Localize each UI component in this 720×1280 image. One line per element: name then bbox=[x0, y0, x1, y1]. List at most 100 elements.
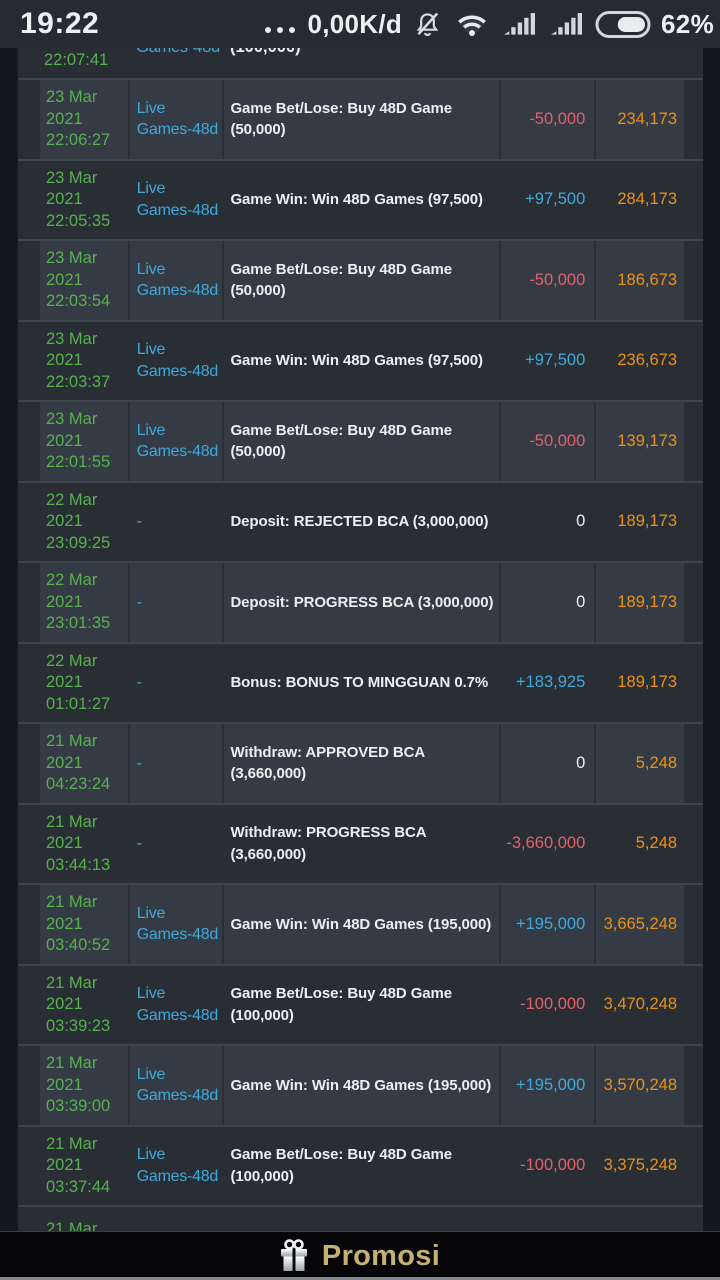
cell-balance: 5,248 bbox=[594, 724, 684, 803]
cell-description: Withdraw: PROGRESS BCA (3,660,000) bbox=[230, 824, 427, 863]
cell-description: Game Win: Win 48D Games (97,500) bbox=[230, 352, 483, 369]
cell-category: Live Games-48d bbox=[127, 241, 223, 320]
cell-amount: 0 bbox=[498, 563, 595, 642]
cell-balance: 236,673 bbox=[617, 351, 678, 369]
clock: 19:22 bbox=[20, 7, 100, 40]
cell-category: - bbox=[136, 835, 142, 852]
status-bar-right: 0,00K/d bbox=[265, 9, 714, 40]
cell-datetime: 23 Mar 2021 22:03:54 bbox=[46, 249, 111, 310]
table-row: 21 Mar 2021 03:39:23 Live Games-48d Game B… bbox=[18, 963, 703, 1045]
table-row: 23 Mar 2021 22:06:27 Live Games-48d Game B… bbox=[18, 78, 703, 159]
cell-amount: +97,500 bbox=[525, 190, 586, 208]
status-bar: 19:22 0,00K/d bbox=[0, 0, 720, 48]
cell-balance: 234,173 bbox=[594, 80, 684, 159]
table-row: 21 Mar 2021 03:39:00 Live Games-48d Game W… bbox=[18, 1044, 703, 1125]
cell-category: Live Games-48d bbox=[136, 341, 219, 380]
cell-amount: -50,000 bbox=[498, 80, 595, 159]
cell-amount: -100,000 bbox=[520, 995, 586, 1013]
table-row: 21 Mar 2021 04:23:24 - Withdraw: APPROVED … bbox=[18, 722, 703, 803]
cell-description: Game Win: Win 48D Games (195,000) bbox=[222, 1046, 498, 1125]
cell-balance: 186,673 bbox=[594, 241, 684, 320]
cell-category: Live Games-48d bbox=[127, 80, 223, 159]
cell-category: - bbox=[127, 563, 223, 642]
cell-category: Live Games-48d bbox=[127, 1046, 223, 1125]
table-rows: 23 Mar 2021 22:06:27 Live Games-48d Game B… bbox=[18, 78, 703, 1205]
cell-amount: -100,000 bbox=[520, 1156, 586, 1174]
battery-percent: 62% bbox=[661, 8, 714, 39]
signal-icon bbox=[551, 12, 583, 35]
cell-datetime: 23 Mar 2021 22:05:35 bbox=[46, 168, 111, 230]
cell-amount: 0 bbox=[498, 724, 595, 803]
cell-datetime: 22 Mar 2021 23:09:25 bbox=[46, 490, 111, 552]
cell-description: Game Bet/Lose: Buy 48D Game (100,000) bbox=[230, 985, 452, 1024]
table-row: 22 Mar 2021 23:09:25 - Deposit: REJECTED B… bbox=[18, 480, 703, 562]
battery-icon bbox=[595, 10, 651, 38]
cell-datetime: 21 Mar 2021 03:39:00 bbox=[46, 1054, 111, 1115]
cell-date-fragment: 21 Mar bbox=[46, 1220, 98, 1231]
table-row: 23 Mar 2021 22:01:55 Live Games-48d Game B… bbox=[18, 400, 703, 481]
cell-balance: 189,173 bbox=[617, 673, 678, 691]
cell-category: Live Games-48d bbox=[136, 1146, 219, 1185]
cell-balance: 5,248 bbox=[635, 834, 678, 852]
cell-amount: -50,000 bbox=[498, 241, 595, 320]
cell-datetime: 21 Mar 2021 03:39:23 bbox=[46, 973, 111, 1035]
notifications-muted-icon bbox=[416, 12, 439, 36]
table-row: 23 Mar 2021 22:03:54 Live Games-48d Game B… bbox=[18, 239, 703, 320]
cell-balance: 284,173 bbox=[617, 190, 678, 208]
cell-description-fragment: (100,000) bbox=[230, 48, 301, 59]
cell-description: Game Win: Win 48D Games (195,000) bbox=[222, 885, 498, 964]
cell-datetime: 21 Mar 2021 03:37:44 bbox=[46, 1134, 111, 1196]
cell-description: Game Bet/Lose: Buy 48D Game (50,000) bbox=[222, 241, 498, 320]
cell-description: Deposit: REJECTED BCA (3,000,000) bbox=[230, 513, 489, 530]
signal-icon bbox=[504, 12, 536, 35]
cell-balance: 189,173 bbox=[617, 512, 678, 530]
cell-balance: 3,470,248 bbox=[603, 995, 678, 1013]
cell-amount: +195,000 bbox=[498, 885, 595, 964]
cell-category: Live Games-48d bbox=[136, 180, 219, 219]
cell-description: Deposit: PROGRESS BCA (3,000,000) bbox=[222, 563, 498, 642]
cell-balance: 139,173 bbox=[594, 402, 684, 481]
cell-category: Live Games-48d bbox=[136, 985, 219, 1024]
cell-description: Game Bet/Lose: Buy 48D Game (50,000) bbox=[222, 80, 498, 159]
cell-amount: +97,500 bbox=[525, 351, 586, 369]
table-row: 22 Mar 2021 01:01:27 - Bonus: BONUS TO MIN… bbox=[18, 641, 703, 723]
table-row: 22 Mar 2021 23:01:35 - Deposit: PROGRESS B… bbox=[18, 561, 703, 642]
cell-datetime: 22 Mar 2021 23:01:35 bbox=[46, 571, 111, 632]
cell-amount: -50,000 bbox=[498, 402, 595, 481]
data-usage: 0,00K/d bbox=[307, 8, 403, 39]
cell-amount: 0 bbox=[576, 512, 586, 530]
cell-description: Game Bet/Lose: Buy 48D Game (100,000) bbox=[230, 1146, 452, 1185]
table-row: 21 Mar 2021 03:37:44 Live Games-48d Game B… bbox=[18, 1124, 703, 1206]
cell-category: - bbox=[127, 724, 223, 803]
cell-datetime: 23 Mar 2021 22:01:55 bbox=[46, 410, 111, 471]
table-row: 23 Mar 2021 22:05:35 Live Games-48d Game W… bbox=[18, 158, 703, 240]
cell-amount: -3,660,000 bbox=[506, 834, 586, 852]
cell-datetime: 22 Mar 2021 01:01:27 bbox=[46, 651, 111, 713]
cell-datetime: 23 Mar 2021 22:06:27 bbox=[46, 88, 111, 149]
transactions-table[interactable]: 22:07:41 Games-48d (100,000) 23 Mar20212… bbox=[18, 48, 703, 1231]
cell-amount: +195,000 bbox=[498, 1046, 595, 1125]
cell-time-fragment: 22:07:41 bbox=[44, 51, 109, 69]
cell-balance: 3,375,248 bbox=[603, 1156, 678, 1174]
cell-category-fragment: Games-48d bbox=[136, 48, 220, 59]
cell-balance: 189,173 bbox=[594, 563, 684, 642]
cell-description: Withdraw: APPROVED BCA (3,660,000) bbox=[222, 724, 498, 803]
cell-description: Game Win: Win 48D Games (97,500) bbox=[230, 191, 483, 208]
more-dots-icon bbox=[265, 27, 296, 33]
cell-description: Bonus: BONUS TO MINGGUAN 0.7% bbox=[230, 674, 489, 691]
promo-button[interactable]: Promosi bbox=[0, 1231, 720, 1280]
cell-category: Live Games-48d bbox=[127, 885, 223, 964]
cell-balance: 3,665,248 bbox=[594, 885, 684, 964]
cell-datetime: 21 Mar 2021 03:44:13 bbox=[46, 812, 111, 874]
cell-description: Game Bet/Lose: Buy 48D Game (50,000) bbox=[222, 402, 498, 481]
gift-icon bbox=[280, 1238, 307, 1271]
table-row-partial-bottom: 21 Mar bbox=[18, 1205, 703, 1231]
table-row: 21 Mar 2021 03:44:13 - Withdraw: PROGRESS … bbox=[18, 802, 703, 884]
table-row: 23 Mar 2021 22:03:37 Live Games-48d Game W… bbox=[18, 319, 703, 401]
wifi-icon bbox=[456, 13, 488, 38]
cell-amount: +183,925 bbox=[516, 673, 586, 691]
table-row-partial-top: 22:07:41 Games-48d (100,000) bbox=[18, 48, 703, 78]
table-row: 21 Mar 2021 03:40:52 Live Games-48d Game W… bbox=[18, 883, 703, 964]
cell-datetime: 23 Mar 2021 22:03:37 bbox=[46, 329, 111, 391]
